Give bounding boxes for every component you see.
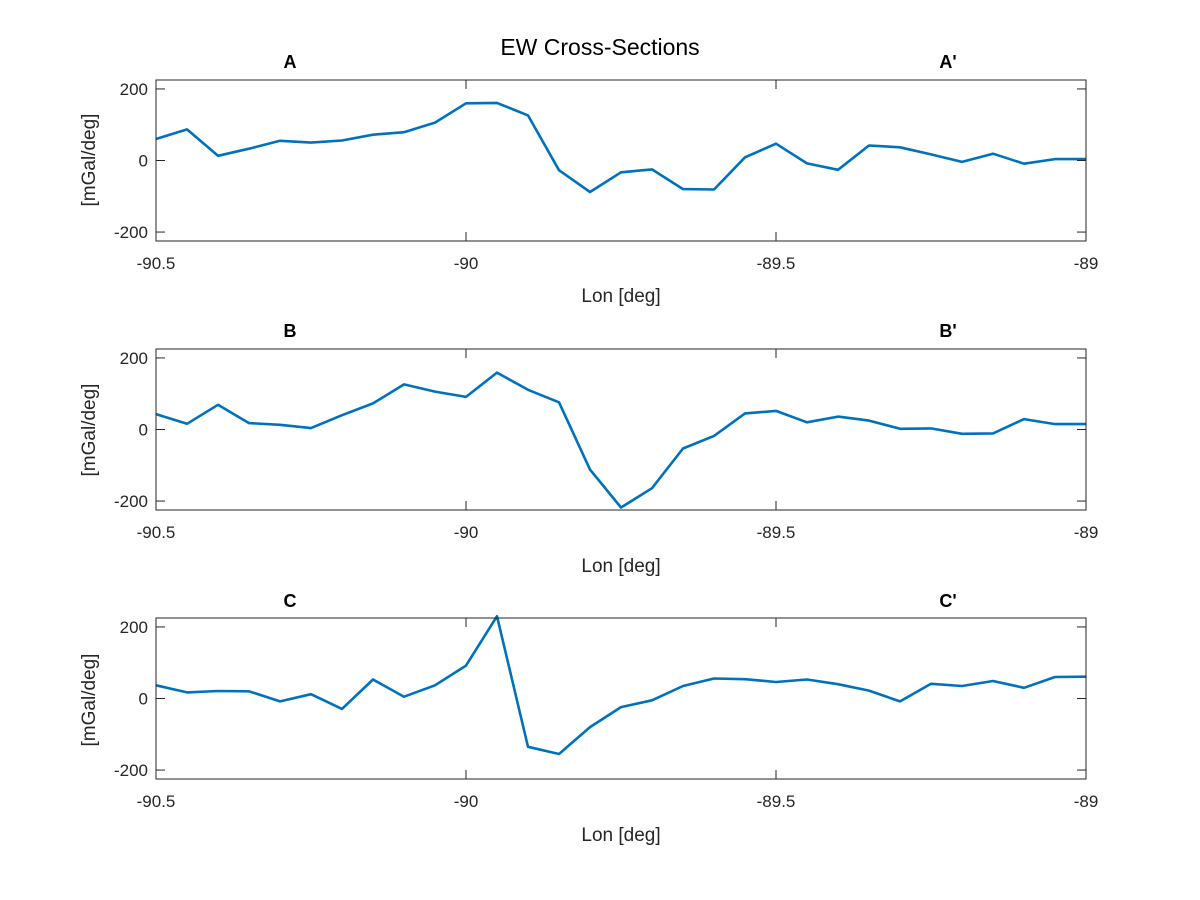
y-tick-label: -200 bbox=[114, 223, 148, 242]
x-tick-label: -90 bbox=[454, 792, 479, 811]
y-tick-label: 0 bbox=[139, 152, 148, 171]
x-tick-label: -90.5 bbox=[137, 523, 176, 542]
y-tick-label: -200 bbox=[114, 761, 148, 780]
x-axis-label: Lon [deg] bbox=[581, 286, 660, 307]
y-tick-label: 200 bbox=[120, 618, 148, 637]
section-start-label: A bbox=[284, 52, 297, 72]
y-tick-label: 0 bbox=[139, 690, 148, 709]
y-tick-label: -200 bbox=[114, 492, 148, 511]
y-tick-label: 200 bbox=[120, 80, 148, 99]
plot-area bbox=[156, 80, 1086, 241]
section-start-label: B bbox=[284, 321, 297, 341]
subplot-b: B B' Lon [deg] [mGal/deg] -90.5 -90 -89.5 -… bbox=[79, 321, 1098, 577]
figure-title: EW Cross-Sections bbox=[500, 34, 699, 60]
plot-area bbox=[156, 349, 1086, 510]
x-tick-label: -90.5 bbox=[137, 792, 176, 811]
y-tick-label: 200 bbox=[120, 349, 148, 368]
plot-area bbox=[156, 618, 1086, 779]
y-axis-label: [mGal/deg] bbox=[79, 384, 100, 477]
x-tick-label: -89.5 bbox=[757, 523, 796, 542]
x-tick-label: -89 bbox=[1074, 254, 1099, 273]
x-axis-label: Lon [deg] bbox=[581, 825, 660, 846]
section-end-label: B' bbox=[939, 321, 956, 341]
data-line bbox=[155, 371, 1086, 509]
data-line bbox=[155, 101, 1086, 194]
x-tick-label: -89.5 bbox=[757, 792, 796, 811]
x-tick-label: -89 bbox=[1074, 792, 1099, 811]
section-end-label: C' bbox=[939, 591, 956, 611]
section-end-label: A' bbox=[939, 52, 956, 72]
subplot-c: C C' Lon [deg] [mGal/deg] -90.5 -90 -89.5 -… bbox=[79, 591, 1098, 846]
x-axis-label: Lon [deg] bbox=[581, 556, 660, 577]
section-start-label: C bbox=[284, 591, 297, 611]
x-tick-label: -90 bbox=[454, 523, 479, 542]
x-tick-label: -89 bbox=[1074, 523, 1099, 542]
data-line bbox=[155, 614, 1087, 756]
x-tick-label: -90.5 bbox=[137, 254, 176, 273]
y-tick-label: 0 bbox=[139, 421, 148, 440]
x-tick-label: -90 bbox=[454, 254, 479, 273]
x-tick-label: -89.5 bbox=[757, 254, 796, 273]
y-axis-label: [mGal/deg] bbox=[79, 654, 100, 747]
subplot-a: A A' Lon [deg] [mGal/deg] -90.5 -90 -89.5 -… bbox=[79, 52, 1098, 307]
y-axis-label: [mGal/deg] bbox=[79, 114, 100, 207]
